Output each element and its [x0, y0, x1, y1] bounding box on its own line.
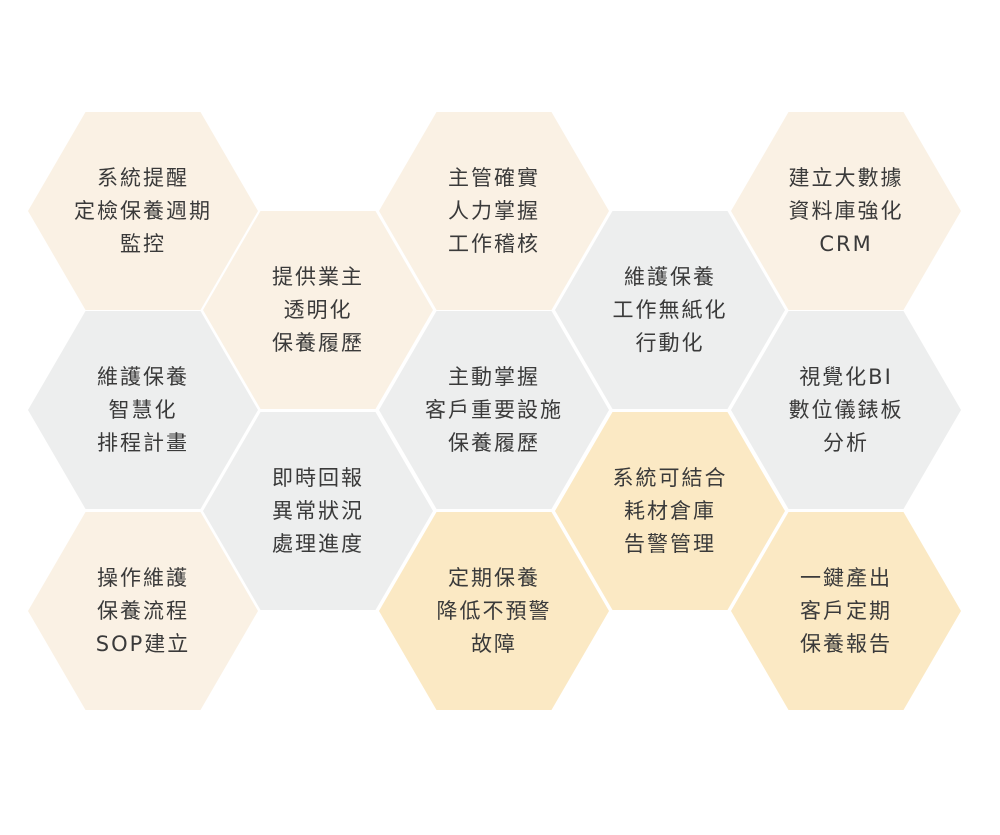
hex-label: 操作維護 保養流程 SOP建立	[95, 565, 191, 656]
hex-label: 建立大數據 資料庫強化 CRM	[788, 165, 904, 256]
hex-label: 定期保養 降低不預警 故障	[436, 565, 552, 656]
hex-label: 主動掌握 客戶重要設施 保養履歷	[425, 364, 563, 455]
hex-label: 維護保養 智慧化 排程計畫	[97, 364, 189, 455]
hex-label: 維護保養 工作無紙化 行動化	[612, 264, 728, 355]
hex-label: 系統提醒 定檢保養週期 監控	[74, 165, 212, 256]
hex-label: 一鍵產出 客戶定期 保養報告	[800, 565, 892, 656]
hex-label: 即時回報 異常狀況 處理進度	[272, 465, 364, 556]
hex-label: 主管確實 人力掌握 工作稽核	[448, 165, 540, 256]
hex-label: 提供業主 透明化 保養履歷	[272, 264, 364, 355]
hex-label: 系統可結合 耗材倉庫 告警管理	[612, 465, 728, 556]
hex-label: 視覺化BI 數位儀錶板 分析	[788, 364, 904, 455]
